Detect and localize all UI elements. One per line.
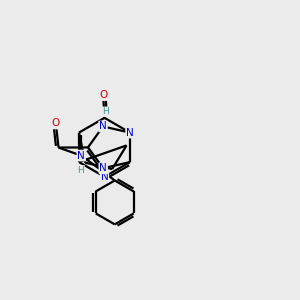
Text: N: N: [99, 163, 107, 173]
Text: O: O: [99, 90, 107, 100]
Text: O: O: [52, 118, 60, 128]
Text: N: N: [99, 122, 107, 131]
Text: H: H: [102, 107, 109, 116]
Text: H: H: [77, 166, 84, 175]
Text: N: N: [126, 128, 134, 138]
Text: N: N: [100, 172, 108, 182]
Text: N: N: [77, 151, 85, 160]
